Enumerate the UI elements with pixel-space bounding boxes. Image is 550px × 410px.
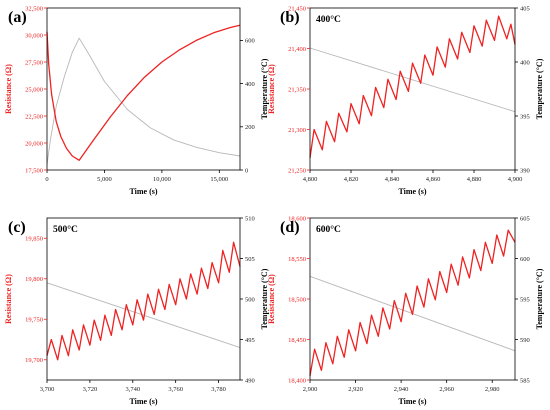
- y-left-tick-label: 21,300: [288, 127, 306, 134]
- y-right-tick-label: 400: [245, 81, 255, 88]
- y-right-tick-label: 490: [245, 377, 255, 384]
- y-right-axis-title: Temperature (°C): [260, 58, 269, 119]
- y-left-tick-label: 19,850: [25, 236, 43, 243]
- y-left-tick-label: 22,500: [25, 113, 43, 120]
- x-tick-label: 0: [45, 176, 48, 183]
- y-left-axis-title: Resistance (Ω): [267, 64, 276, 114]
- y-left-tick-label: 20,000: [25, 140, 43, 147]
- x-tick-label: 10,000: [153, 176, 171, 183]
- y-right-tick-label: 600: [520, 256, 530, 263]
- y-right-tick-label: 400: [520, 59, 530, 66]
- y-right-tick-label: 585: [520, 377, 530, 384]
- temperature-annotation: 600°C: [316, 224, 341, 235]
- y-right-tick-label: 200: [245, 124, 255, 131]
- temperature-series-line: [46, 282, 241, 349]
- y-left-tick-label: 18,500: [288, 296, 306, 303]
- y-left-tick-label: 18,550: [288, 256, 306, 263]
- y-left-tick-label: 21,450: [288, 5, 306, 12]
- y-right-tick-label: 510: [245, 215, 255, 222]
- x-tick-label: 4,880: [467, 176, 482, 183]
- x-axis-title: Time (s): [398, 397, 426, 406]
- x-tick-label: 4,820: [344, 176, 359, 183]
- x-axis-title: Time (s): [129, 187, 157, 196]
- y-left-tick-label: 18,400: [288, 377, 306, 384]
- x-tick-label: 2,960: [439, 386, 454, 393]
- y-left-tick-label: 30,000: [25, 32, 43, 39]
- y-right-tick-label: 595: [520, 296, 530, 303]
- y-left-tick-label: 19,800: [25, 276, 43, 283]
- x-axis-title: Time (s): [398, 187, 426, 196]
- x-tick-label: 3,740: [125, 386, 140, 393]
- x-tick-label: 15,000: [210, 176, 228, 183]
- y-right-axis-title: Temperature (°C): [535, 58, 544, 119]
- y-left-tick-label: 18,450: [288, 337, 306, 344]
- x-tick-label: 2,900: [303, 386, 318, 393]
- y-left-tick-label: 17,500: [25, 167, 43, 174]
- y-right-axis-title: Temperature (°C): [260, 268, 269, 329]
- y-left-axis-title: Resistance (Ω): [4, 274, 13, 324]
- x-tick-label: 3,780: [211, 386, 226, 393]
- y-left-axis-title: Resistance (Ω): [267, 274, 276, 324]
- panel-label: (b): [280, 9, 300, 26]
- y-left-tick-label: 19,700: [25, 357, 43, 364]
- y-right-tick-label: 495: [245, 337, 255, 344]
- y-left-tick-label: 27,500: [25, 59, 43, 66]
- x-tick-label: 4,900: [508, 176, 523, 183]
- y-left-tick-label: 25,000: [25, 86, 43, 93]
- y-right-tick-label: 390: [520, 167, 530, 174]
- y-left-tick-label: 21,350: [288, 86, 306, 93]
- panel-label: (c): [8, 219, 26, 236]
- x-tick-label: 2,940: [394, 386, 409, 393]
- y-right-tick-label: 600: [245, 38, 255, 45]
- chart-panel-2: 4,800 4,820 4,840 4,860 4,880 4,900 21,250 21,3…: [267, 5, 544, 196]
- chart-panel-1: 0 5,000 10,000 15,000 17,500 20,000 22,500 25,0…: [4, 5, 269, 196]
- temperature-series-line: [46, 37, 241, 165]
- panel-label: (d): [280, 219, 300, 236]
- x-tick-label: 3,760: [168, 386, 183, 393]
- y-right-tick-label: 0: [245, 167, 248, 174]
- x-axis-title: Time (s): [129, 397, 157, 406]
- temperature-series-line: [309, 47, 516, 113]
- x-tick-label: 3,700: [40, 386, 55, 393]
- y-right-tick-label: 605: [520, 215, 530, 222]
- y-right-tick-label: 500: [245, 296, 255, 303]
- x-tick-label: 2,920: [348, 386, 363, 393]
- temperature-annotation: 500°C: [53, 224, 78, 235]
- chart-panel-3: 3,700 3,720 3,740 3,760 3,780 19,700 19,750 19,…: [4, 215, 269, 406]
- resistance-series-line: [309, 229, 516, 377]
- y-left-tick-label: 19,750: [25, 317, 43, 324]
- y-left-tick-label: 32,500: [25, 5, 43, 12]
- x-tick-label: 2,980: [485, 386, 500, 393]
- plot-frame: [46, 217, 241, 381]
- x-tick-label: 4,840: [385, 176, 400, 183]
- chart-panel-4: 2,900 2,920 2,940 2,960 2,980 18,400 18,450 18,…: [267, 215, 544, 406]
- y-right-axis-title: Temperature (°C): [535, 268, 544, 329]
- x-tick-label: 4,800: [303, 176, 318, 183]
- y-left-tick-label: 18,600: [288, 215, 306, 222]
- y-left-axis-title: Resistance (Ω): [4, 64, 13, 114]
- x-tick-label: 5,000: [97, 176, 112, 183]
- y-left-tick-label: 21,400: [288, 46, 306, 53]
- temperature-annotation: 400°C: [316, 14, 341, 25]
- x-tick-label: 3,720: [83, 386, 98, 393]
- y-right-tick-label: 405: [520, 5, 530, 12]
- resistance-series-line: [46, 241, 241, 361]
- panel-label: (a): [8, 9, 27, 26]
- y-right-tick-label: 590: [520, 337, 530, 344]
- y-right-tick-label: 395: [520, 113, 530, 120]
- resistance-series-line: [309, 15, 516, 158]
- y-right-tick-label: 505: [245, 256, 255, 263]
- x-tick-label: 4,860: [426, 176, 441, 183]
- y-left-tick-label: 21,250: [288, 167, 306, 174]
- resistance-series-line: [46, 24, 241, 161]
- plot-frame: [46, 7, 241, 171]
- plot-frame: [309, 217, 516, 381]
